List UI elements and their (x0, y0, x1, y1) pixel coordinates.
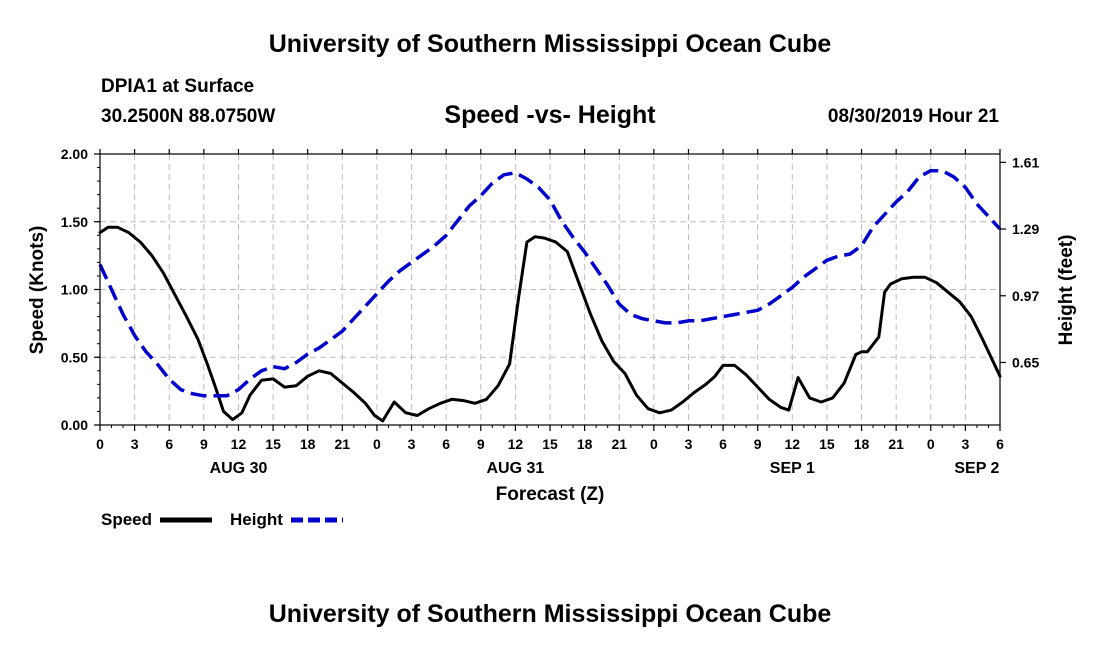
y-left-tick-label: 0.50 (61, 349, 88, 365)
station-label: DPIA1 at Surface (101, 76, 255, 97)
x-tick-label: 15 (542, 436, 558, 452)
date-label: AUG 31 (486, 460, 544, 477)
chart-series (98, 168, 1002, 423)
x-tick-label: 6 (442, 436, 450, 452)
y-right-tick-label: 0.97 (1012, 288, 1039, 304)
y-left-tick-label: 1.50 (61, 214, 88, 230)
x-tick-label: 12 (785, 436, 801, 452)
x-tick-label: 3 (408, 436, 416, 452)
x-tick-label: 18 (300, 436, 316, 452)
x-tick-label: 0 (373, 436, 381, 452)
x-tick-label: 0 (927, 436, 935, 452)
x-tick-label: 21 (888, 436, 904, 452)
y-right-tick-label: 0.65 (1012, 354, 1039, 370)
x-tick-label: 15 (819, 436, 835, 452)
y-left-tick-label: 2.00 (61, 146, 88, 162)
x-tick-label: 3 (685, 436, 693, 452)
date-label: AUG 30 (210, 460, 268, 477)
x-tick-label: 18 (577, 436, 593, 452)
x-tick-label: 9 (754, 436, 762, 452)
date-label: SEP 1 (770, 460, 815, 477)
x-tick-label: 9 (477, 436, 485, 452)
x-tick-label: 9 (200, 436, 208, 452)
x-tick-label: 3 (131, 436, 139, 452)
x-tick-label: 12 (508, 436, 524, 452)
x-tick-label: 0 (96, 436, 104, 452)
x-tick-label: 21 (611, 436, 627, 452)
y-right-tick-label: 1.29 (1012, 221, 1039, 237)
y-axis-right-label: Height (feet) (1056, 235, 1077, 346)
y-right-tick-label: 1.61 (1012, 154, 1039, 170)
x-tick-label: 18 (854, 436, 870, 452)
x-tick-label: 6 (165, 436, 173, 452)
x-tick-label: 6 (996, 436, 1004, 452)
series-line-speed (98, 225, 1002, 423)
y-axis-left-label: Speed (Knots) (27, 226, 48, 355)
x-tick-label: 21 (335, 436, 351, 452)
x-tick-label: 15 (265, 436, 281, 452)
x-tick-label: 6 (719, 436, 727, 452)
x-tick-label: 0 (650, 436, 658, 452)
legend-label-speed: Speed (101, 510, 152, 529)
x-axis-label: Forecast (Z) (496, 484, 605, 505)
x-tick-label: 12 (231, 436, 247, 452)
chart-title: Speed -vs- Height (444, 101, 656, 129)
footer-title: University of Southern Mississippi Ocean… (268, 600, 832, 628)
station-coordinates: 30.2500N 88.0750W (101, 106, 276, 127)
legend-label-height: Height (230, 510, 283, 529)
chart-legend: Speed Height (101, 510, 343, 529)
y-left-tick-label: 1.00 (61, 282, 88, 298)
series-line-height (98, 168, 1002, 398)
chart-grid (100, 154, 1000, 425)
date-label: SEP 2 (954, 460, 999, 477)
page-title: University of Southern Mississippi Ocean… (268, 30, 832, 58)
chart-axes: 0 3 6 9 12 15 18 21 0 3 6 9 12 15 18 21 0 3 6 9 12 15 18 21 0 3 6 0… (61, 146, 1040, 477)
x-tick-label: 3 (961, 436, 969, 452)
y-left-tick-label: 0.00 (61, 417, 88, 433)
forecast-datetime: 08/30/2019 Hour 21 (827, 106, 999, 127)
